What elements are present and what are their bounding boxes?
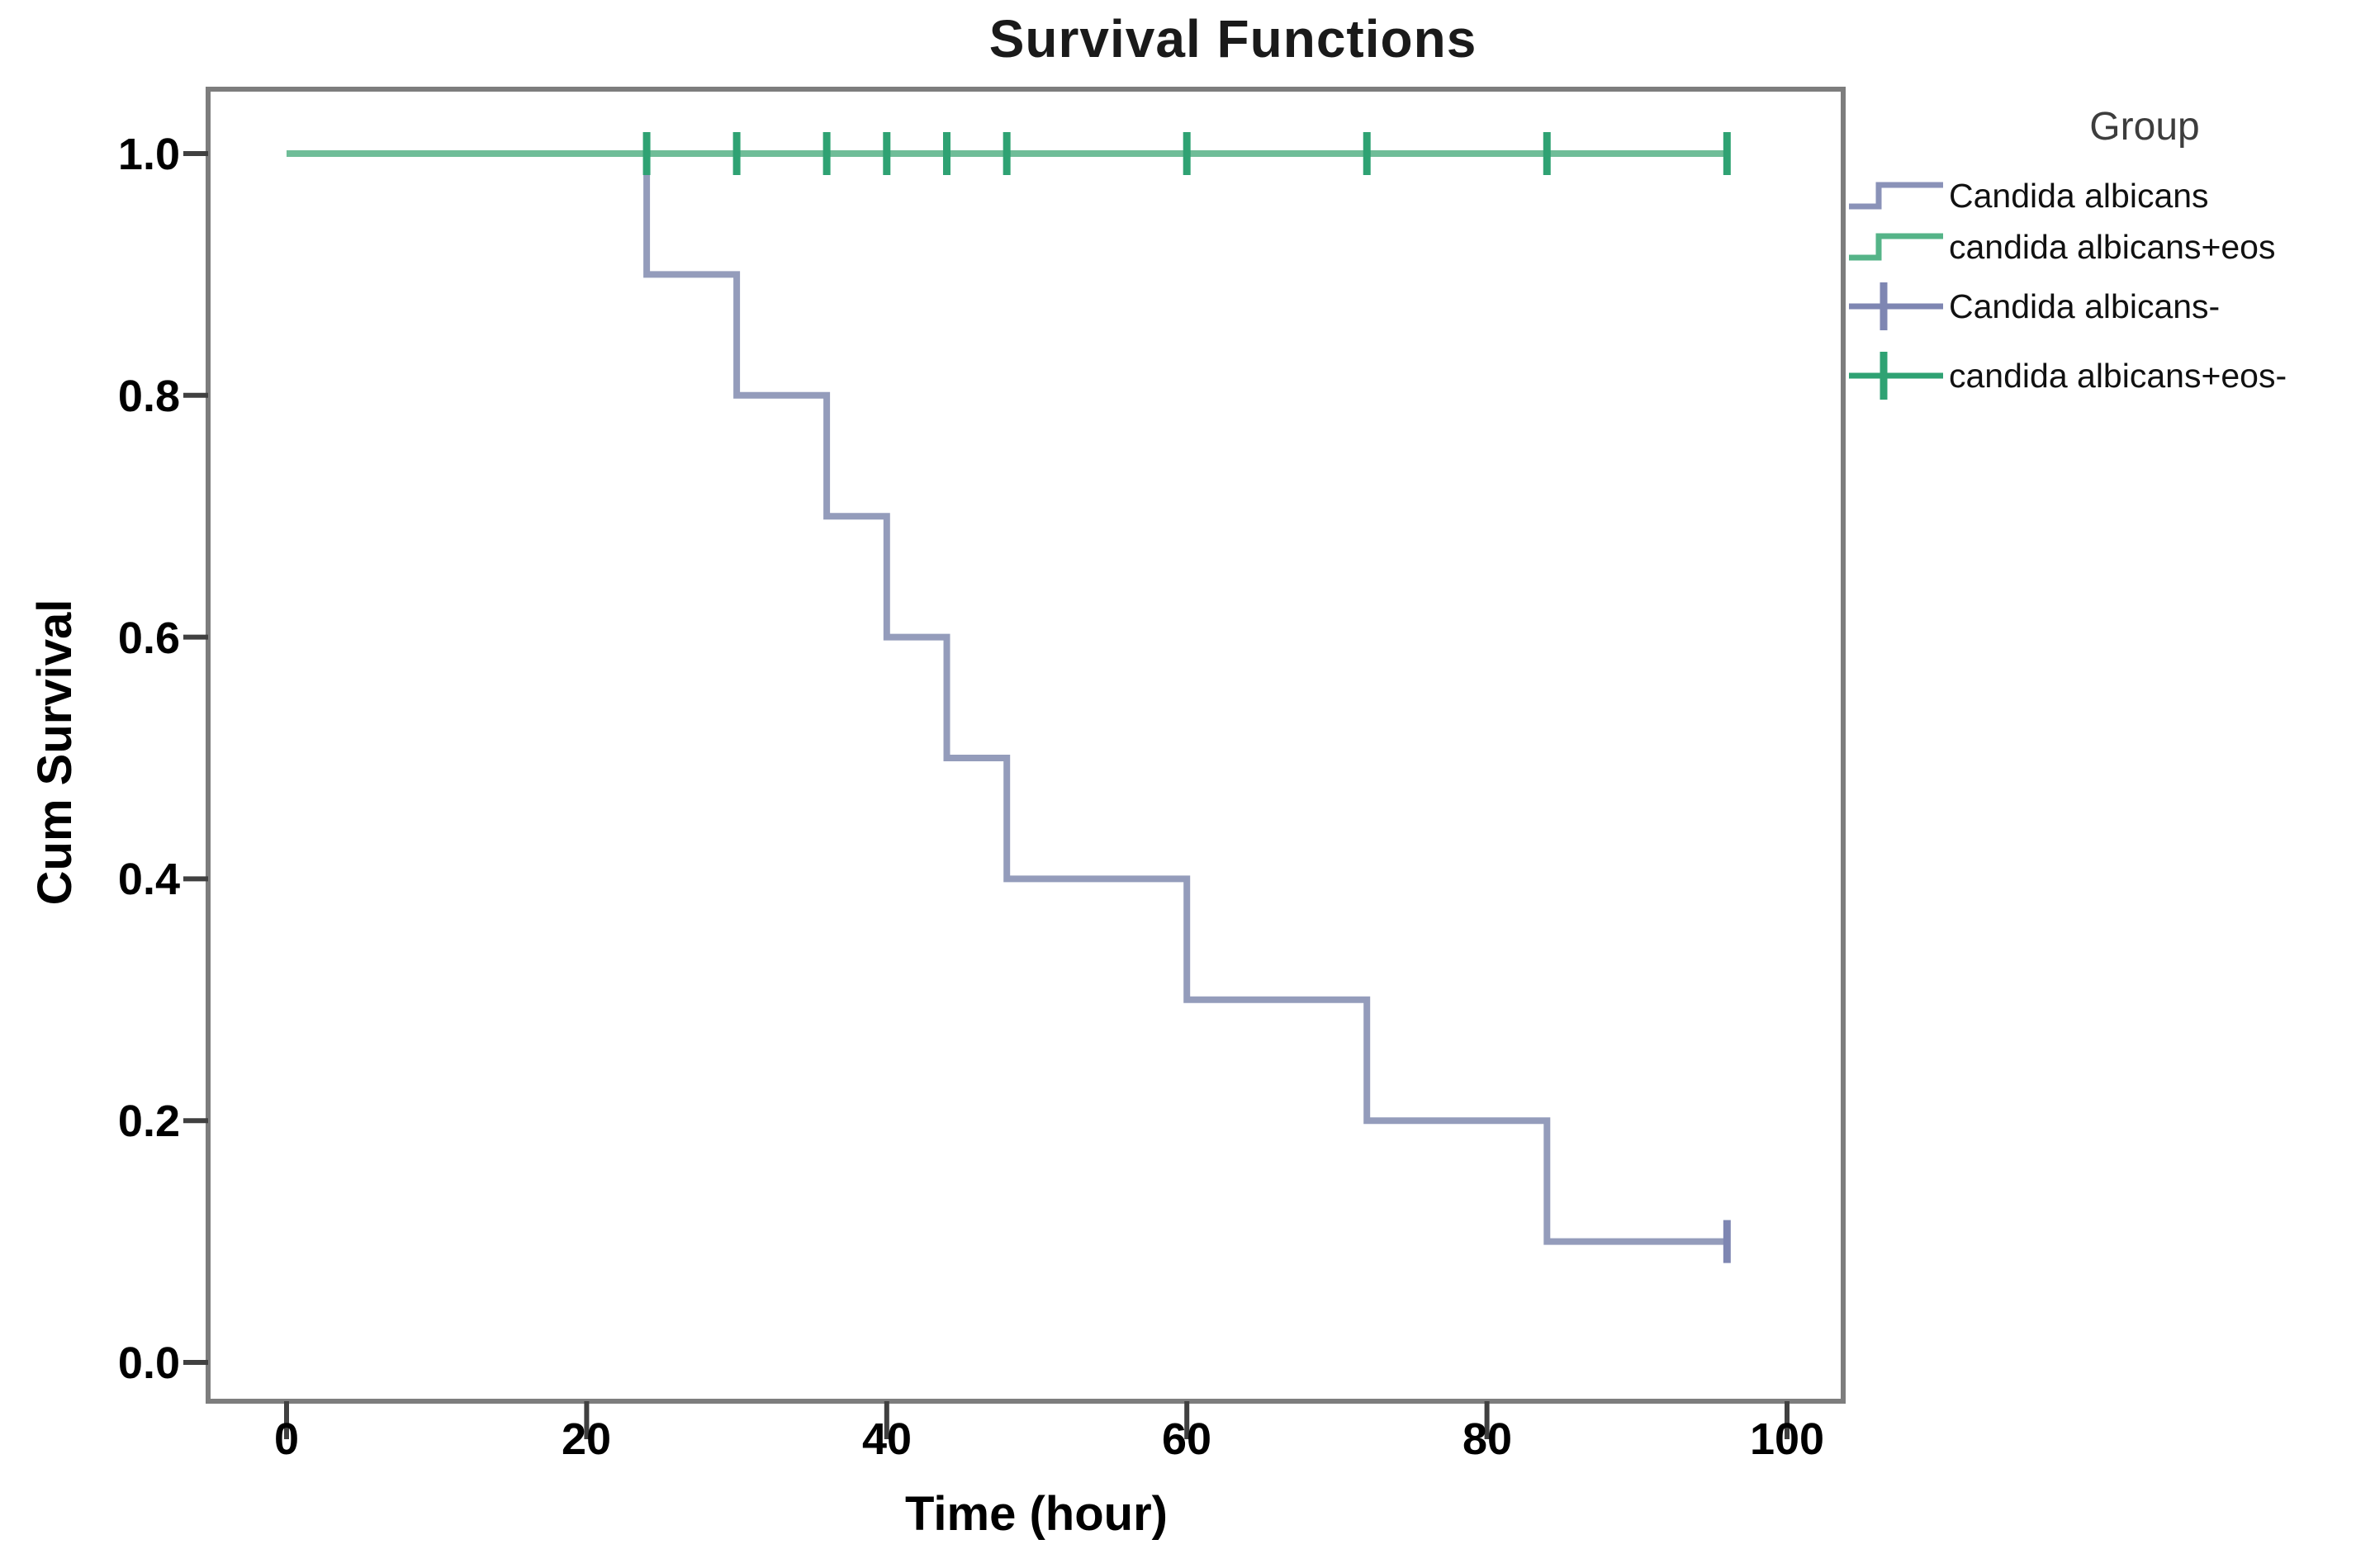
legend-item-label: candida albicans+eos (1949, 228, 2276, 266)
x-tick-label: 0 (273, 1414, 300, 1464)
y-tick-label: 0.8 (117, 372, 180, 421)
plot-frame (206, 87, 1846, 1404)
legend-item-label: Candida albicans (1949, 177, 2209, 215)
x-tick-label: 20 (561, 1414, 612, 1464)
y-tick-label: 0.4 (117, 855, 180, 904)
x-tick-label: 60 (1161, 1414, 1212, 1464)
y-axis-title: Cum Survival (28, 599, 82, 906)
y-tick-label: 1.0 (117, 130, 180, 179)
y-tick-label: 0.6 (117, 613, 180, 663)
legend-item-label: Candida albicans- (1949, 287, 2221, 325)
series-candida-albicans (287, 150, 1728, 1245)
censor-plus-svg (1849, 352, 1943, 400)
step-line-icon (1847, 167, 1946, 225)
legend-title: Group (2089, 105, 2200, 149)
step-line-icon (1847, 218, 1946, 276)
y-tick-label: 0.0 (117, 1338, 180, 1388)
censor-plus-svg (1849, 282, 1943, 330)
x-tick-label: 80 (1462, 1414, 1513, 1464)
censor-plus-icon (1847, 277, 1946, 335)
x-axis-title: Time (hour) (905, 1487, 1168, 1541)
chart-title: Survival Functions (988, 9, 1477, 69)
step-line-svg (1849, 233, 1943, 261)
censor-plus-icon (1847, 347, 1946, 405)
x-tick-label: 40 (861, 1414, 913, 1464)
step-line-svg (1849, 182, 1943, 210)
x-tick-label: 100 (1749, 1414, 1825, 1464)
legend-item-label: candida albicans+eos- (1949, 357, 2287, 395)
y-tick-label: 0.2 (117, 1097, 180, 1146)
